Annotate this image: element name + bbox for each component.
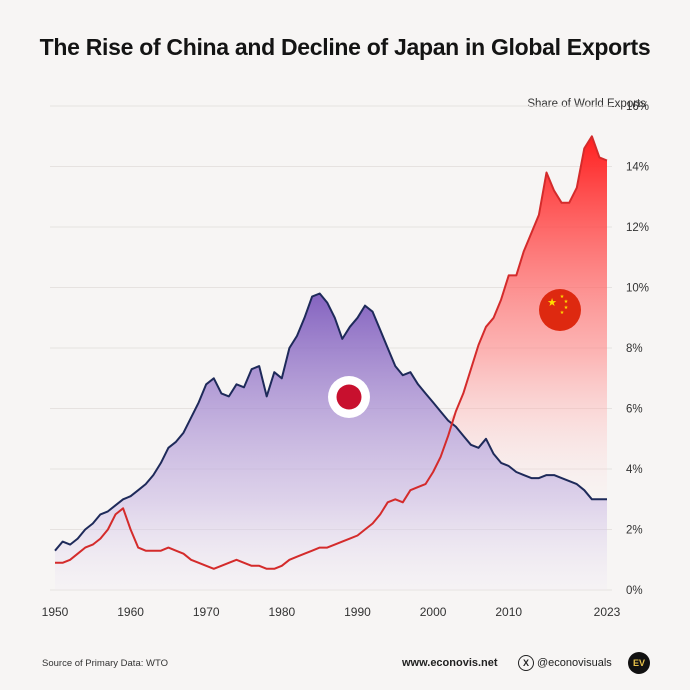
y-tick-label: 16% (626, 101, 649, 113)
x-tick-label: 2010 (495, 605, 522, 619)
svg-text:★: ★ (547, 296, 557, 309)
china-line (55, 135, 608, 570)
japan-flag-icon (328, 376, 370, 418)
china-flag-icon: ★ ★ ★ ★ ★ (539, 289, 581, 331)
y-tick-label: 14% (626, 162, 649, 174)
y-tick-label: 10% (626, 283, 649, 295)
svg-text:★: ★ (564, 299, 569, 305)
y-tick-label: 4% (626, 464, 643, 476)
y-tick-label: 0% (626, 585, 643, 597)
brand-logo: EV (628, 652, 650, 674)
tick-labels: 0% 2% 4% 6% 8% 10% 12% 14% 16% 1950 1960 1970 1980 19… (42, 101, 649, 619)
y-tick-label: 8% (626, 343, 643, 355)
source-note: Source of Primary Data: WTO (42, 658, 168, 669)
y-axis-label: Share of World Exports (527, 98, 646, 110)
y-tick-label: 2% (626, 525, 643, 537)
y-tick-label: 12% (626, 222, 649, 234)
x-tick-label: 1970 (193, 605, 220, 619)
x-tick-label: 1960 (117, 605, 144, 619)
x-tick-label: 1990 (344, 605, 371, 619)
x-tick-label: 1950 (42, 605, 69, 619)
social-handle[interactable]: X @econovisuals (518, 655, 612, 671)
website-link[interactable]: www.econovis.net (402, 657, 498, 669)
china-area (433, 136, 607, 500)
social-handle-text: @econovisuals (537, 657, 612, 669)
x-tick-label: 2000 (420, 605, 447, 619)
svg-text:★: ★ (564, 305, 569, 311)
y-tick-label: 6% (626, 404, 643, 416)
japan-line (54, 292, 607, 552)
x-logo-icon: X (518, 655, 534, 671)
japan-area (55, 293, 607, 590)
x-tick-label: 1980 (268, 605, 295, 619)
chart-title: The Rise of China and Decline of Japan i… (39, 34, 651, 60)
svg-text:★: ★ (560, 294, 565, 300)
x-tick-label: 2023 (594, 605, 621, 619)
svg-text:★: ★ (560, 310, 565, 316)
